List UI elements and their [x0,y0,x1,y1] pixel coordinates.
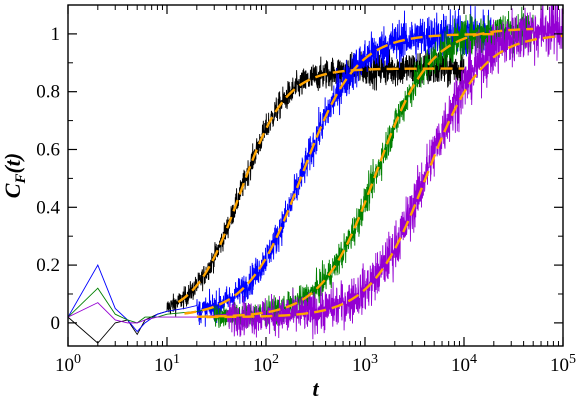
x-tick-label-exp: 2 [272,352,279,367]
x-tick-label-base: 10 [253,355,272,376]
x-tick-label-base: 10 [154,355,173,376]
fit-3-line [196,27,534,318]
x-tick-label-1: 101 [154,352,180,376]
x-tick-label-base: 10 [55,355,74,376]
x-axis-title: t [312,376,319,401]
x-tick-label-2: 102 [253,352,279,376]
y-axis-title-main: C [0,183,25,198]
x-tick-label-5: 105 [550,352,576,376]
x-tick-label-4: 104 [451,352,477,376]
y-axis-title-sub: F [13,174,29,185]
y-axis-title-suffix: (t) [0,153,25,174]
series-1-line [68,43,465,344]
series-2-line [68,5,495,333]
x-tick-label-exp: 4 [470,352,477,367]
x-tick-label-0: 100 [55,352,81,376]
x-tick-label-exp: 0 [74,352,81,367]
series-4-line [68,5,563,340]
series-layer [68,5,563,344]
plot-frame [67,4,564,347]
x-tick-label-exp: 3 [371,352,378,367]
y-tick-label-1: 0.2 [36,255,60,276]
y-tick-label-4: 0.8 [36,82,60,103]
y-tick-label-3: 0.6 [36,139,60,160]
x-tick-label-base: 10 [451,355,470,376]
y-axis-title: CF(t) [0,153,29,198]
fit-1-line [177,67,464,304]
y-tick-label-0: 0 [51,313,61,334]
x-tick-label-exp: 1 [173,352,180,367]
x-tick-label-base: 10 [352,355,371,376]
ticks-layer [67,4,564,346]
x-tick-label-3: 103 [352,352,378,376]
fit-4-line [206,34,563,319]
y-tick-label-5: 1 [51,24,61,45]
x-tick-label-base: 10 [550,355,569,376]
x-tick-label-exp: 5 [569,352,576,367]
y-tick-label-2: 0.4 [36,197,60,218]
fit-2-line [184,32,494,315]
